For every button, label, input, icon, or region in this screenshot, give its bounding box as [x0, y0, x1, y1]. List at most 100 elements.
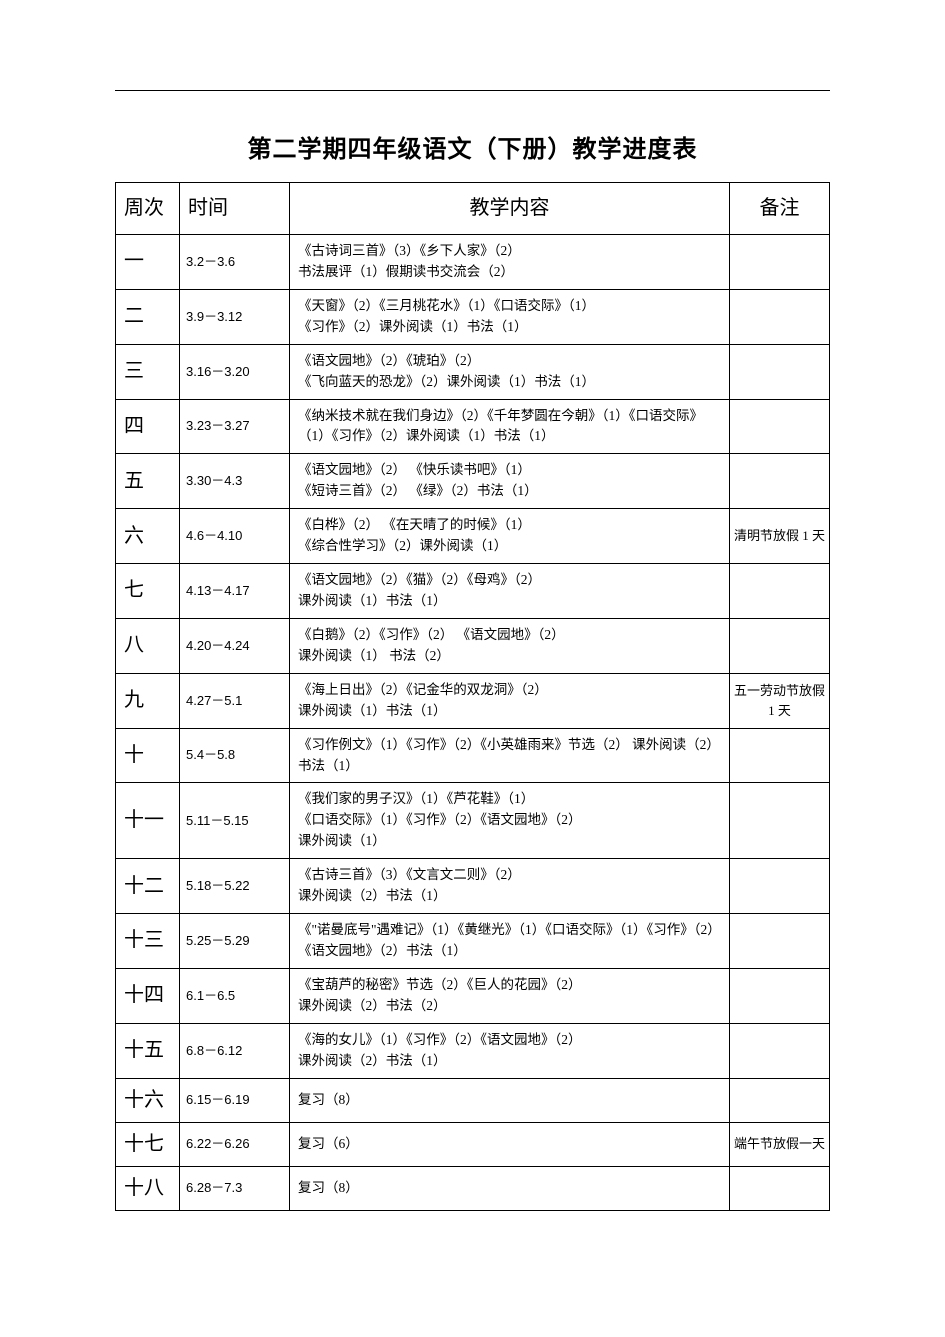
cell-note [730, 1023, 830, 1078]
cell-time: 6.15－6.19 [180, 1078, 290, 1122]
cell-content: 《古诗三首》（3）《文言文二则》（2）课外阅读（2）书法（1） [290, 859, 730, 914]
cell-time: 5.4－5.8 [180, 728, 290, 783]
cell-note: 清明节放假 1 天 [730, 509, 830, 564]
cell-content: 《天窗》（2）《三月桃花水》（1）《口语交际》（1）《习作》（2）课外阅读（1）… [290, 289, 730, 344]
schedule-table: 周次 时间 教学内容 备注 一3.2－3.6《古诗词三首》（3）《乡下人家》（2… [115, 182, 830, 1211]
cell-content: 《我们家的男子汉》（1）《芦花鞋》（1）《口语交际》（1）《习作》（2）《语文园… [290, 783, 730, 859]
cell-content: 复习（6） [290, 1122, 730, 1166]
col-header-week: 周次 [116, 183, 180, 235]
cell-time: 4.20－4.24 [180, 618, 290, 673]
table-head: 周次 时间 教学内容 备注 [116, 183, 830, 235]
table-row: 十三5.25－5.29《"诺曼底号"遇难记》（1）《黄继光》（1）《口语交际》（… [116, 914, 830, 969]
cell-time: 6.8－6.12 [180, 1023, 290, 1078]
header-rule [115, 90, 830, 91]
table-row: 十六6.15－6.19复习（8） [116, 1078, 830, 1122]
col-header-content: 教学内容 [290, 183, 730, 235]
cell-time: 5.25－5.29 [180, 914, 290, 969]
cell-time: 3.16－3.20 [180, 344, 290, 399]
table-row: 十一5.11－5.15《我们家的男子汉》（1）《芦花鞋》（1）《口语交际》（1）… [116, 783, 830, 859]
cell-week: 十八 [116, 1166, 180, 1210]
col-header-time: 时间 [180, 183, 290, 235]
cell-content: 《海上日出》（2）《记金华的双龙洞》（2）课外阅读（1）书法（1） [290, 673, 730, 728]
cell-week: 十四 [116, 968, 180, 1023]
cell-content: 《纳米技术就在我们身边》（2）《千年梦圆在今朝》（1）《口语交际》（1）《习作》… [290, 399, 730, 454]
cell-week: 八 [116, 618, 180, 673]
table-row: 十八6.28－7.3复习（8） [116, 1166, 830, 1210]
cell-content: 《习作例文》（1）《习作》（2）《小英雄雨来》节选（2） 课外阅读（2）书法（1… [290, 728, 730, 783]
cell-content: 《海的女儿》（1）《习作》（2）《语文园地》（2）课外阅读（2）书法（1） [290, 1023, 730, 1078]
cell-time: 6.1－6.5 [180, 968, 290, 1023]
cell-time: 3.23－3.27 [180, 399, 290, 454]
cell-content: 《白桦》（2） 《在天晴了的时候》（1）《综合性学习》（2）课外阅读（1） [290, 509, 730, 564]
cell-week: 十一 [116, 783, 180, 859]
cell-note: 端午节放假一天 [730, 1122, 830, 1166]
cell-week: 二 [116, 289, 180, 344]
table-row: 十七6.22－6.26复习（6）端午节放假一天 [116, 1122, 830, 1166]
cell-note: 五一劳动节放假 1 天 [730, 673, 830, 728]
table-row: 十四6.1－6.5《宝葫芦的秘密》节选（2）《巨人的花园》（2）课外阅读（2）书… [116, 968, 830, 1023]
cell-time: 6.22－6.26 [180, 1122, 290, 1166]
cell-week: 十 [116, 728, 180, 783]
cell-content: 《语文园地》（2）《猫》（2）《母鸡》（2）课外阅读（1）书法（1） [290, 564, 730, 619]
table-header-row: 周次 时间 教学内容 备注 [116, 183, 830, 235]
document-page: 第二学期四年级语文（下册）教学进度表 周次 时间 教学内容 备注 一3.2－3.… [0, 0, 945, 1211]
cell-week: 四 [116, 399, 180, 454]
table-row: 五3.30－4.3《语文园地》（2） 《快乐读书吧》（1）《短诗三首》（2） 《… [116, 454, 830, 509]
cell-content: 复习（8） [290, 1166, 730, 1210]
cell-content: 《白鹅》（2）《习作》（2） 《语文园地》（2）课外阅读（1） 书法（2） [290, 618, 730, 673]
cell-week: 五 [116, 454, 180, 509]
cell-note [730, 859, 830, 914]
table-row: 六4.6－4.10《白桦》（2） 《在天晴了的时候》（1）《综合性学习》（2）课… [116, 509, 830, 564]
cell-note [730, 968, 830, 1023]
table-row: 三3.16－3.20《语文园地》（2）《琥珀》（2）《飞向蓝天的恐龙》（2）课外… [116, 344, 830, 399]
table-row: 十二5.18－5.22《古诗三首》（3）《文言文二则》（2）课外阅读（2）书法（… [116, 859, 830, 914]
table-row: 十5.4－5.8《习作例文》（1）《习作》（2）《小英雄雨来》节选（2） 课外阅… [116, 728, 830, 783]
cell-note [730, 454, 830, 509]
cell-time: 4.13－4.17 [180, 564, 290, 619]
table-body: 一3.2－3.6《古诗词三首》（3）《乡下人家》（2）书法展评（1）假期读书交流… [116, 235, 830, 1211]
cell-time: 3.9－3.12 [180, 289, 290, 344]
cell-week: 一 [116, 235, 180, 290]
cell-time: 3.2－3.6 [180, 235, 290, 290]
col-header-note: 备注 [730, 183, 830, 235]
cell-note [730, 344, 830, 399]
cell-note [730, 289, 830, 344]
table-row: 一3.2－3.6《古诗词三首》（3）《乡下人家》（2）书法展评（1）假期读书交流… [116, 235, 830, 290]
cell-content: 《宝葫芦的秘密》节选（2）《巨人的花园》（2）课外阅读（2）书法（2） [290, 968, 730, 1023]
table-row: 八4.20－4.24《白鹅》（2）《习作》（2） 《语文园地》（2）课外阅读（1… [116, 618, 830, 673]
cell-content: 《语文园地》（2）《琥珀》（2）《飞向蓝天的恐龙》（2）课外阅读（1）书法（1） [290, 344, 730, 399]
cell-time: 4.27－5.1 [180, 673, 290, 728]
cell-week: 十六 [116, 1078, 180, 1122]
cell-content: 《语文园地》（2） 《快乐读书吧》（1）《短诗三首》（2） 《绿》（2）书法（1… [290, 454, 730, 509]
cell-week: 十七 [116, 1122, 180, 1166]
cell-note [730, 1078, 830, 1122]
table-row: 二3.9－3.12《天窗》（2）《三月桃花水》（1）《口语交际》（1）《习作》（… [116, 289, 830, 344]
cell-note [730, 1166, 830, 1210]
table-row: 四3.23－3.27《纳米技术就在我们身边》（2）《千年梦圆在今朝》（1）《口语… [116, 399, 830, 454]
cell-week: 九 [116, 673, 180, 728]
cell-content: 《"诺曼底号"遇难记》（1）《黄继光》（1）《口语交际》（1）《习作》（2）《语… [290, 914, 730, 969]
cell-time: 6.28－7.3 [180, 1166, 290, 1210]
cell-week: 七 [116, 564, 180, 619]
cell-week: 六 [116, 509, 180, 564]
cell-time: 4.6－4.10 [180, 509, 290, 564]
cell-note [730, 914, 830, 969]
cell-week: 十三 [116, 914, 180, 969]
cell-content: 《古诗词三首》（3）《乡下人家》（2）书法展评（1）假期读书交流会（2） [290, 235, 730, 290]
page-title: 第二学期四年级语文（下册）教学进度表 [115, 129, 830, 164]
cell-note [730, 235, 830, 290]
table-row: 十五6.8－6.12《海的女儿》（1）《习作》（2）《语文园地》（2）课外阅读（… [116, 1023, 830, 1078]
cell-week: 十二 [116, 859, 180, 914]
cell-note [730, 399, 830, 454]
cell-week: 三 [116, 344, 180, 399]
cell-content: 复习（8） [290, 1078, 730, 1122]
cell-time: 3.30－4.3 [180, 454, 290, 509]
cell-time: 5.18－5.22 [180, 859, 290, 914]
cell-time: 5.11－5.15 [180, 783, 290, 859]
cell-note [730, 564, 830, 619]
table-row: 九4.27－5.1《海上日出》（2）《记金华的双龙洞》（2）课外阅读（1）书法（… [116, 673, 830, 728]
cell-week: 十五 [116, 1023, 180, 1078]
cell-note [730, 618, 830, 673]
cell-note [730, 783, 830, 859]
cell-note [730, 728, 830, 783]
